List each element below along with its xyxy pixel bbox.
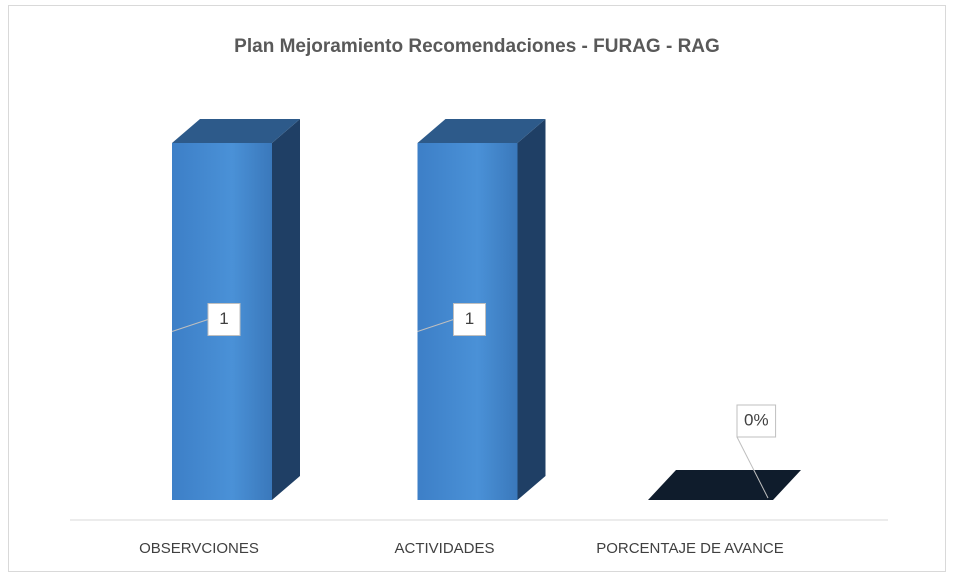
data-label-box (736, 404, 777, 438)
leader-line (171, 319, 209, 332)
bar-side (517, 119, 546, 500)
chart-title: Plan Mejoramiento Recomendaciones - FURA… (234, 36, 720, 57)
leader-line (736, 436, 769, 499)
data-label-box (453, 303, 486, 336)
data-label-box (207, 303, 241, 336)
leader-line (417, 319, 454, 332)
x-tick-label: OBSERVCIONES (139, 540, 259, 557)
bar-top (648, 470, 801, 500)
bar-top (172, 119, 300, 143)
data-label: 1 (465, 309, 474, 328)
data-label: 0% (744, 410, 769, 429)
bar-side (272, 119, 300, 500)
x-tick-label: PORCENTAJE DE AVANCE (596, 540, 784, 557)
bar-top (417, 119, 546, 143)
x-tick-label: ACTIVIDADES (394, 540, 494, 557)
data-label: 1 (219, 309, 228, 328)
